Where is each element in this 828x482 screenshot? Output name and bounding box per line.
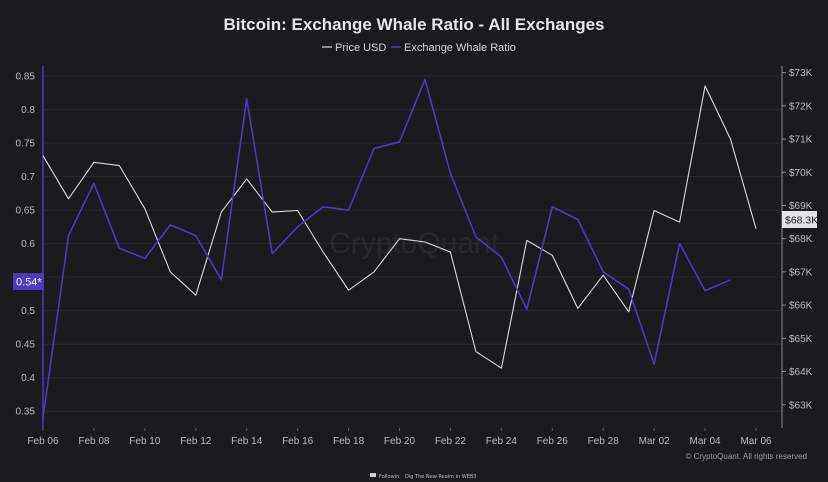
series-layer xyxy=(42,78,757,419)
right-tick-label: $63K xyxy=(789,400,813,411)
x-tick-label: Feb 06 xyxy=(27,436,59,447)
legend-ratio-label[interactable]: Exchange Whale Ratio xyxy=(404,42,516,54)
tick-labels: 0.850.80.750.70.650.60.550.50.450.40.35$… xyxy=(16,68,813,447)
footer-logo-icon xyxy=(370,473,376,477)
x-tick-label: Mar 06 xyxy=(740,436,772,447)
right-tick-label: $71K xyxy=(789,135,813,146)
right-tick-label: $65K xyxy=(789,334,813,345)
x-tick-label: Feb 28 xyxy=(588,436,620,447)
left-tick-label: 0.75 xyxy=(16,139,36,150)
left-tick-label: 0.65 xyxy=(16,206,36,217)
legend: Price USD Exchange Whale Ratio xyxy=(322,42,516,54)
price-line xyxy=(42,85,757,369)
left-tick-label: 0.7 xyxy=(21,172,35,183)
x-tick-label: Mar 02 xyxy=(639,436,671,447)
right-tick-label: $66K xyxy=(789,301,813,312)
right-tick-label: $70K xyxy=(789,168,813,179)
whale-ratio-line xyxy=(42,78,731,419)
copyright: © CryptoQuant. All rights reserved xyxy=(686,452,808,461)
right-tick-label: $72K xyxy=(789,101,813,112)
footer: Followin Dig The New Realm in WEB3 xyxy=(370,473,477,480)
x-tick-label: Feb 22 xyxy=(435,436,467,447)
right-current-value: $68.3K xyxy=(785,215,818,227)
x-tick-label: Feb 08 xyxy=(78,436,110,447)
x-tick-label: Feb 18 xyxy=(333,436,365,447)
left-current-badge-bg xyxy=(13,273,44,290)
chart-title: Bitcoin: Exchange Whale Ratio - All Exch… xyxy=(224,15,605,34)
right-tick-label: $69K xyxy=(789,201,813,212)
legend-price-label[interactable]: Price USD xyxy=(335,42,386,54)
left-tick-label: 0.4 xyxy=(21,373,35,384)
footer-tagline: Dig The New Realm in WEB3 xyxy=(405,474,477,480)
left-tick-label: 0.85 xyxy=(16,72,36,83)
left-tick-label: 0.6 xyxy=(21,239,35,250)
left-current-value: 0.54* xyxy=(16,277,42,289)
axes xyxy=(42,66,786,431)
x-tick-label: Feb 14 xyxy=(231,436,263,447)
footer-brand: Followin xyxy=(379,474,399,480)
right-current-badge: $68.3K xyxy=(782,211,818,228)
x-tick-label: Mar 04 xyxy=(690,436,722,447)
x-tick-label: Feb 24 xyxy=(486,436,518,447)
right-tick-label: $68K xyxy=(789,234,813,245)
x-tick-label: Feb 20 xyxy=(384,436,416,447)
x-tick-label: Feb 10 xyxy=(129,436,161,447)
right-tick-label: $64K xyxy=(789,367,813,378)
x-tick-label: Feb 16 xyxy=(282,436,314,447)
right-current-badge-bg xyxy=(782,211,817,228)
left-tick-label: 0.35 xyxy=(16,407,36,418)
x-tick-label: Feb 26 xyxy=(537,436,569,447)
right-tick-label: $67K xyxy=(789,267,813,278)
left-tick-label: 0.45 xyxy=(16,340,36,351)
grid xyxy=(43,75,782,412)
left-current-badge: 0.54* xyxy=(13,273,44,290)
left-tick-label: 0.5 xyxy=(21,306,35,317)
left-tick-label: 0.8 xyxy=(21,105,35,116)
right-tick-label: $73K xyxy=(789,68,813,79)
x-tick-label: Feb 12 xyxy=(180,436,212,447)
